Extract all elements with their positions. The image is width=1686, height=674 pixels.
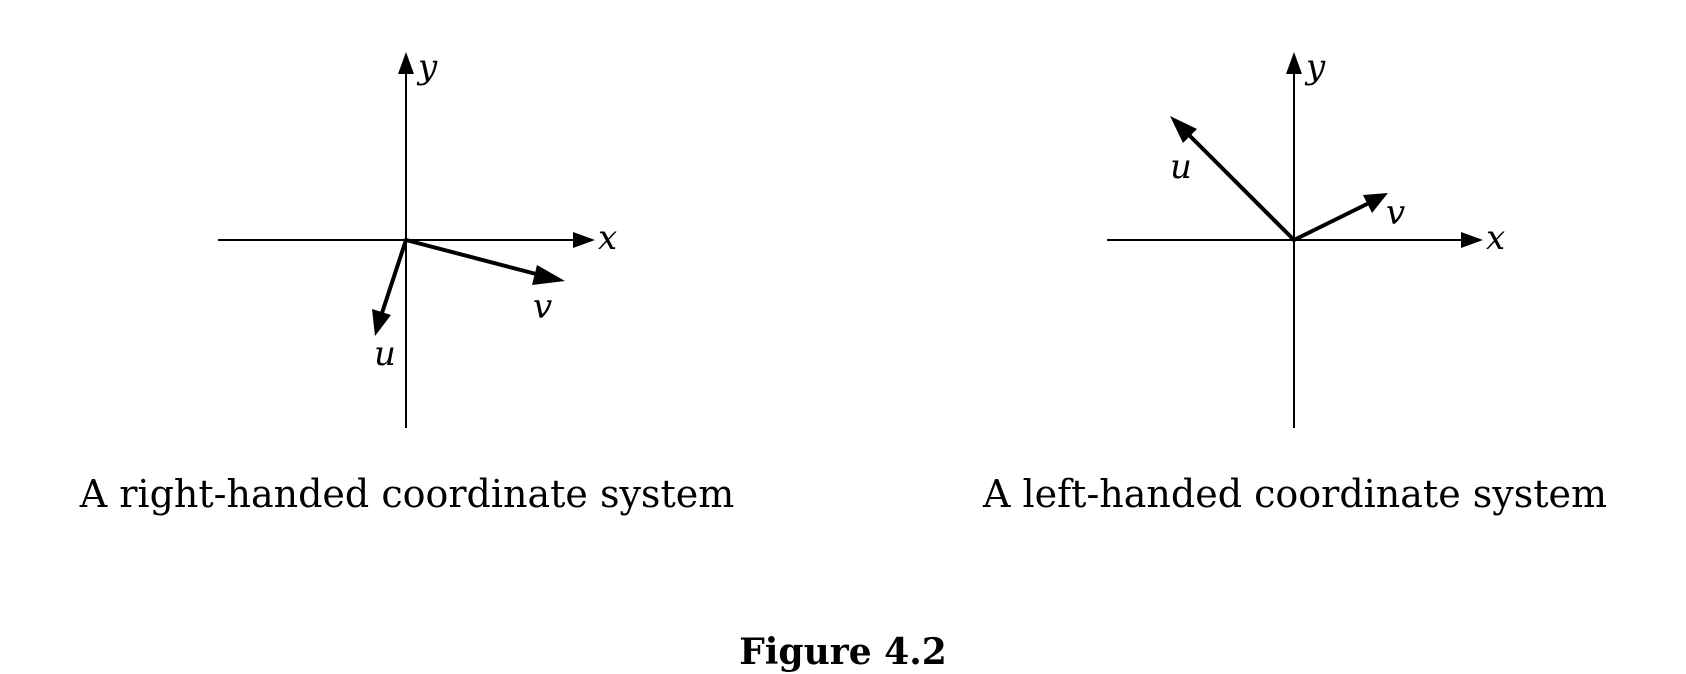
- figure-title: Figure 4.2: [739, 631, 947, 673]
- vector-u-label: u: [374, 334, 396, 374]
- y-axis-label: y: [416, 47, 438, 87]
- left-handed-diagram: x y u v A left-handed coordinate system: [982, 47, 1607, 516]
- y-axis-arrowhead: [398, 52, 414, 74]
- vector-v-label: v: [533, 287, 552, 327]
- x-axis-arrowhead: [1461, 232, 1483, 248]
- caption-left-handed: A left-handed coordinate system: [982, 472, 1607, 516]
- vector-u-arrowhead: [1170, 116, 1197, 143]
- vector-u-arrowhead: [372, 309, 391, 336]
- vector-v: [1292, 202, 1369, 242]
- vector-v-arrowhead: [532, 265, 565, 285]
- y-axis-label: y: [1304, 47, 1326, 87]
- x-axis-label: x: [598, 218, 617, 258]
- vector-v-label: v: [1386, 193, 1405, 233]
- x-axis-label: x: [1486, 218, 1505, 258]
- y-axis-arrowhead: [1286, 52, 1302, 74]
- vector-u: [380, 238, 408, 315]
- vector-u-label: u: [1170, 147, 1192, 187]
- right-handed-diagram: x y v u A right-handed coordinate system: [79, 47, 734, 516]
- caption-right-handed: A right-handed coordinate system: [79, 472, 734, 516]
- vector-v: [404, 238, 542, 277]
- vector-v-arrowhead: [1363, 193, 1388, 213]
- x-axis-arrowhead: [573, 232, 595, 248]
- vector-u: [1188, 134, 1296, 242]
